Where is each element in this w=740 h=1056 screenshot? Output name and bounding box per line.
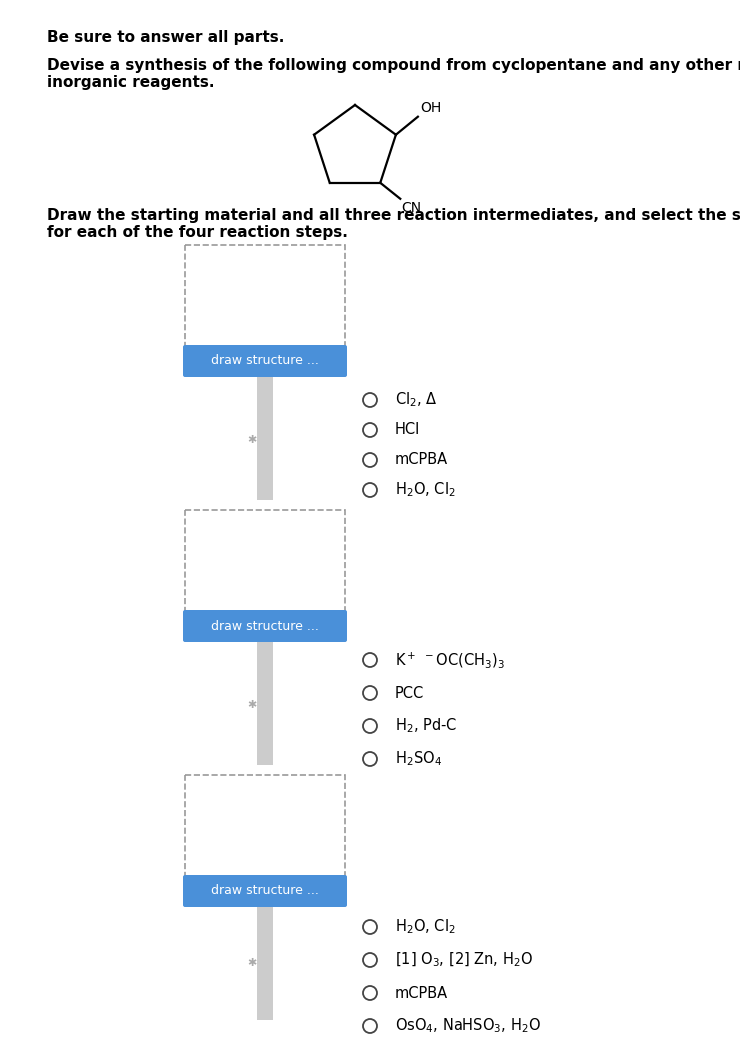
FancyBboxPatch shape [183, 875, 347, 907]
Text: mCPBA: mCPBA [395, 453, 448, 468]
Circle shape [363, 986, 377, 1000]
Bar [185, 245, 345, 375]
Circle shape [363, 653, 377, 667]
Circle shape [363, 719, 377, 733]
Text: H$_2$, Pd-C: H$_2$, Pd-C [395, 717, 457, 735]
Text: draw structure ...: draw structure ... [211, 620, 319, 633]
Text: Devise a synthesis of the following compound from cyclopentane and any other req: Devise a synthesis of the following comp… [47, 58, 740, 91]
Text: Cl$_2$, $\Delta$: Cl$_2$, $\Delta$ [395, 391, 437, 410]
Text: [1] O$_3$, [2] Zn, H$_2$O: [1] O$_3$, [2] Zn, H$_2$O [395, 950, 533, 969]
Bar [257, 905, 273, 1020]
Bar [257, 375, 273, 499]
Text: ✱: ✱ [247, 958, 257, 968]
FancyBboxPatch shape [183, 610, 347, 642]
Bar [257, 640, 273, 765]
Text: ✱: ✱ [247, 700, 257, 710]
Circle shape [363, 483, 377, 497]
Text: H$_2$O, Cl$_2$: H$_2$O, Cl$_2$ [395, 918, 456, 937]
Bar [185, 775, 345, 905]
Circle shape [363, 1019, 377, 1033]
Text: draw structure ...: draw structure ... [211, 885, 319, 898]
Text: mCPBA: mCPBA [395, 985, 448, 1000]
Text: ✱: ✱ [247, 435, 257, 445]
Text: Draw the starting material and all three reaction intermediates, and select the : Draw the starting material and all three… [47, 208, 740, 241]
Circle shape [363, 686, 377, 700]
Text: draw structure ...: draw structure ... [211, 355, 319, 367]
Text: H$_2$SO$_4$: H$_2$SO$_4$ [395, 750, 442, 769]
Circle shape [363, 423, 377, 437]
FancyBboxPatch shape [183, 345, 347, 377]
Text: HCl: HCl [395, 422, 420, 437]
Circle shape [363, 953, 377, 967]
Text: K$^+$ $^-$OC(CH$_3$)$_3$: K$^+$ $^-$OC(CH$_3$)$_3$ [395, 650, 505, 670]
Text: PCC: PCC [395, 685, 424, 700]
Text: Be sure to answer all parts.: Be sure to answer all parts. [47, 30, 284, 45]
Text: CN: CN [401, 201, 421, 214]
Circle shape [363, 393, 377, 407]
Circle shape [363, 752, 377, 766]
Circle shape [363, 453, 377, 467]
Text: H$_2$O, Cl$_2$: H$_2$O, Cl$_2$ [395, 480, 456, 499]
Bar [185, 510, 345, 640]
Text: OH: OH [420, 100, 441, 115]
Circle shape [363, 920, 377, 934]
Text: OsO$_4$, NaHSO$_3$, H$_2$O: OsO$_4$, NaHSO$_3$, H$_2$O [395, 1017, 541, 1035]
